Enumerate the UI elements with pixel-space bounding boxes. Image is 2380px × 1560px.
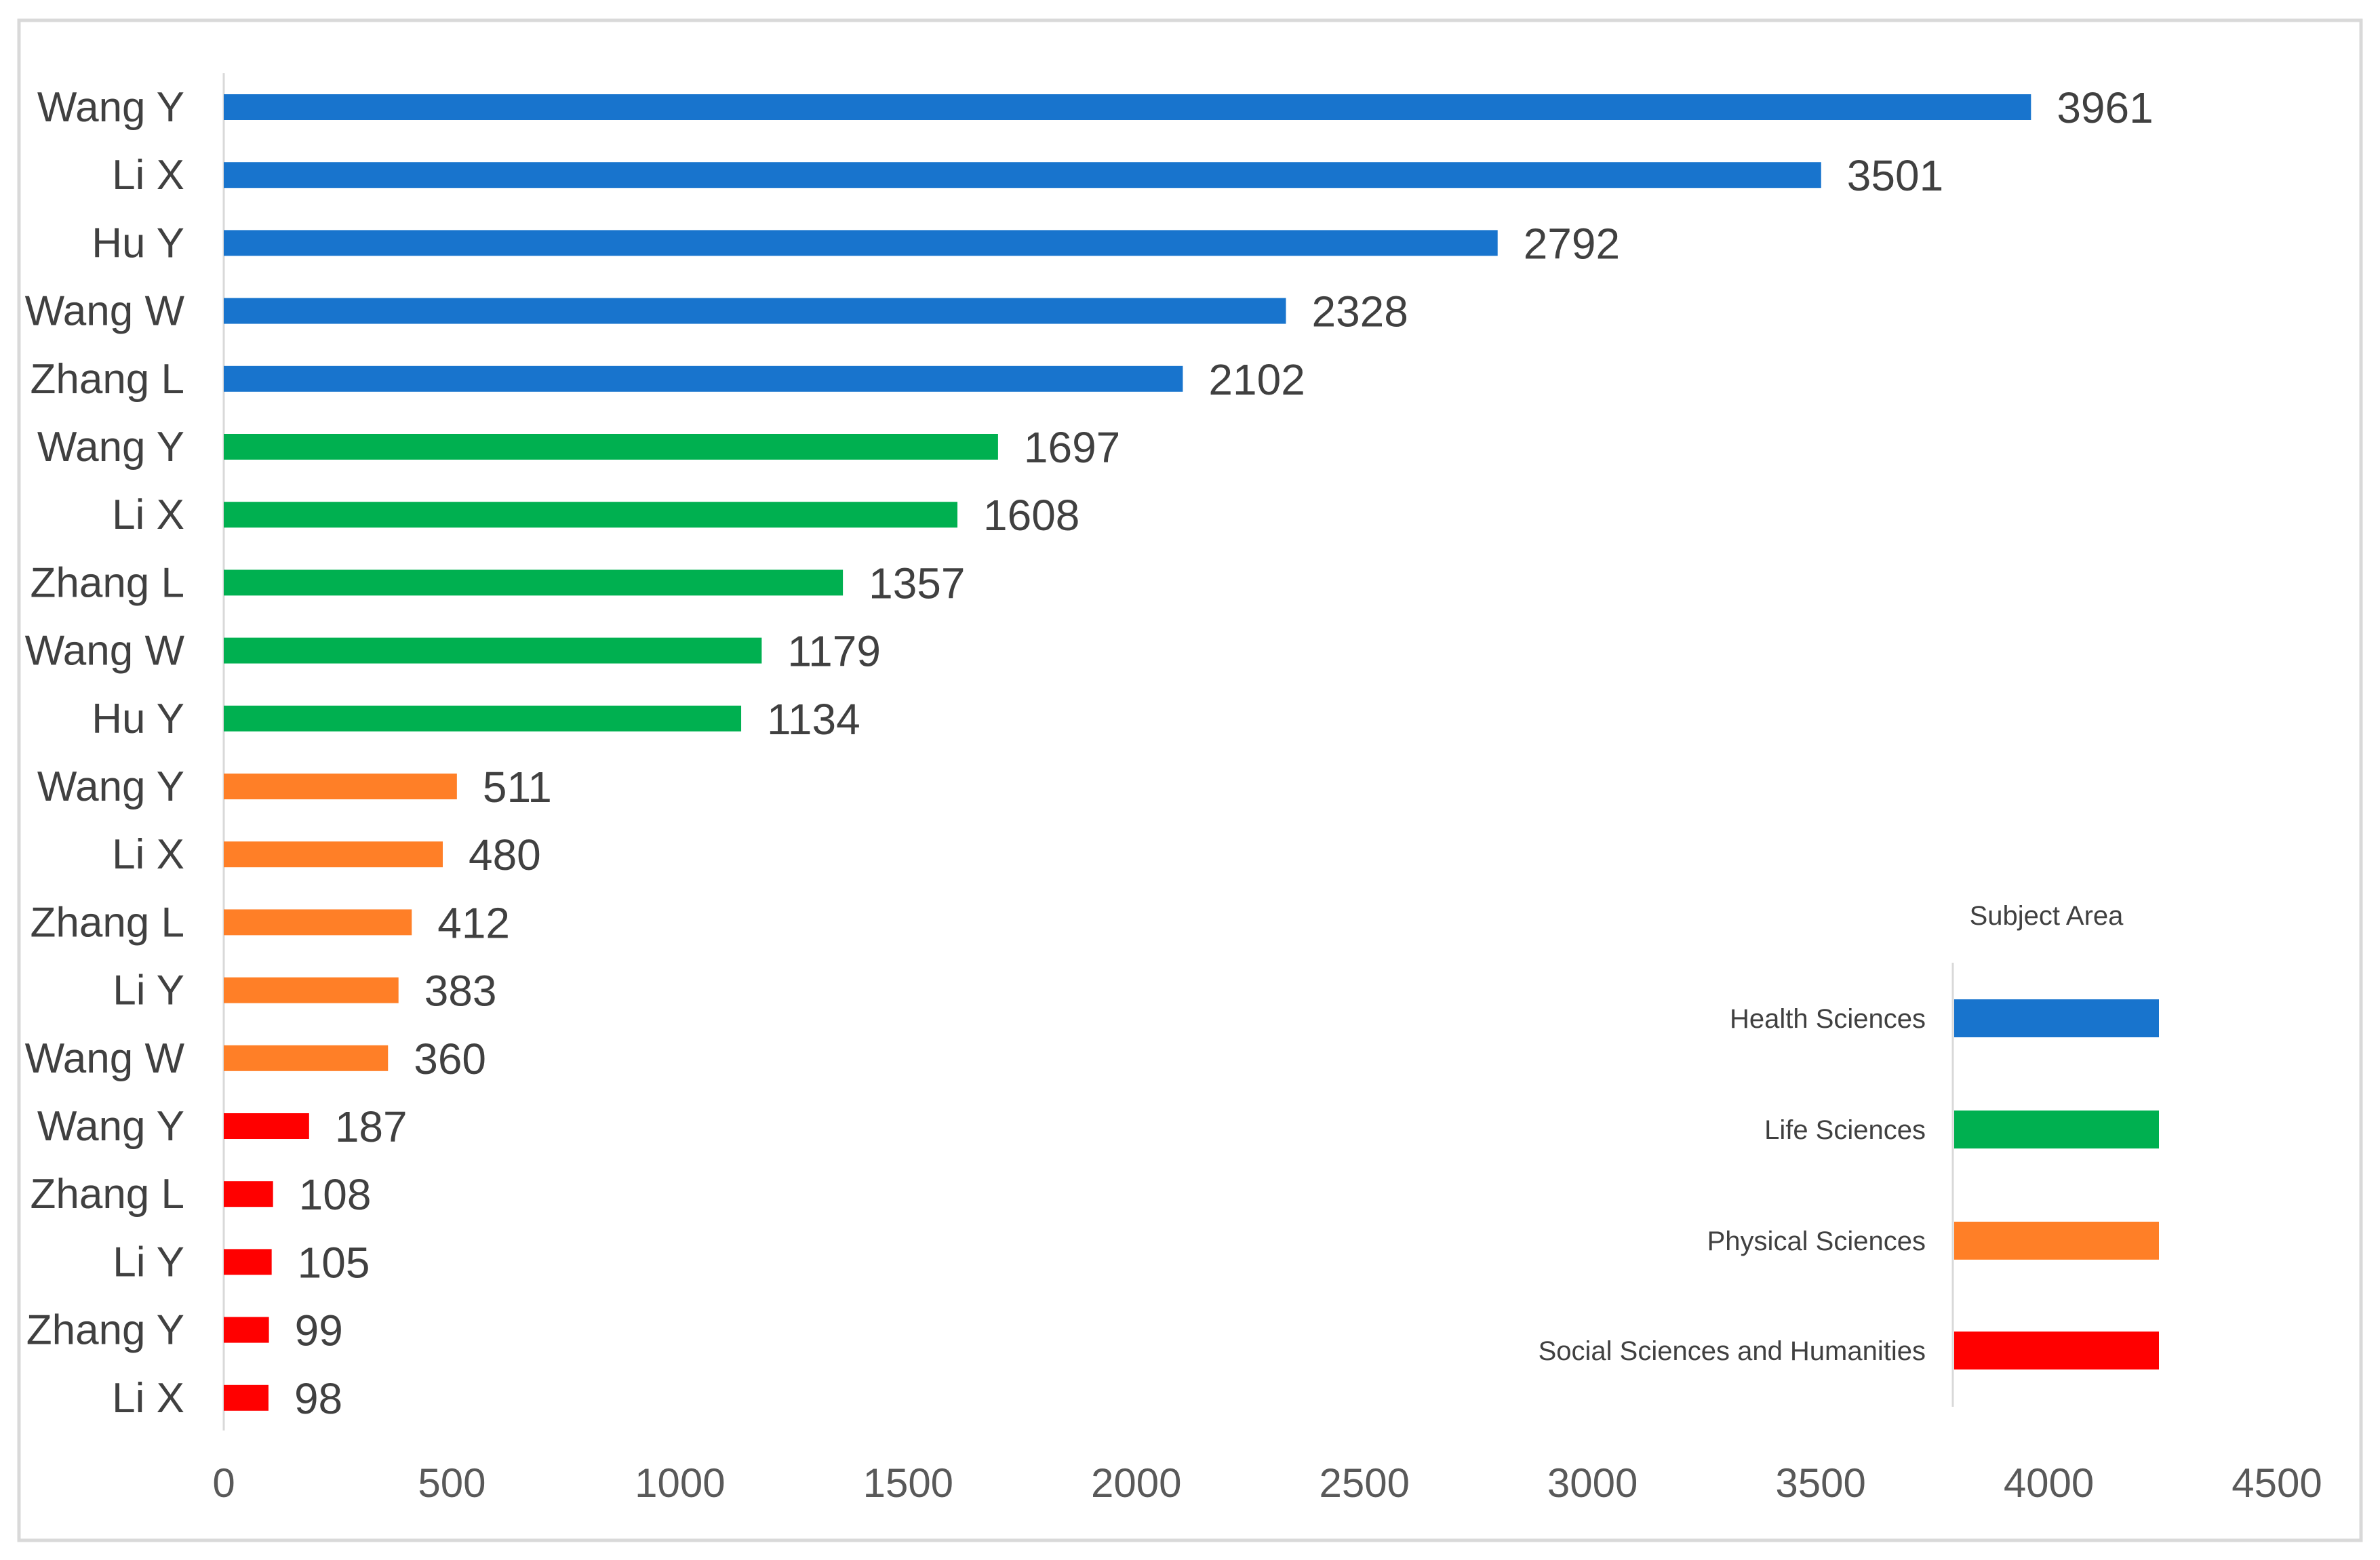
legend-swatch bbox=[1954, 999, 2159, 1037]
category-label: Wang Y bbox=[37, 84, 184, 131]
value-label: 99 bbox=[295, 1306, 343, 1355]
legend-swatch bbox=[1954, 1332, 2159, 1369]
x-tick-label: 2000 bbox=[1091, 1460, 1181, 1506]
value-label: 2792 bbox=[1524, 219, 1620, 268]
value-label: 412 bbox=[437, 898, 510, 947]
value-label: 2328 bbox=[1311, 287, 1408, 336]
category-label: Zhang L bbox=[30, 1171, 184, 1218]
category-label: Li Y bbox=[113, 1239, 184, 1285]
category-label: Hu Y bbox=[92, 696, 184, 742]
bar bbox=[224, 502, 958, 528]
value-label: 3961 bbox=[2057, 83, 2153, 132]
value-label: 360 bbox=[414, 1035, 486, 1083]
bar bbox=[224, 230, 1498, 256]
x-tick-label: 4000 bbox=[2004, 1460, 2094, 1506]
value-label: 187 bbox=[335, 1102, 408, 1151]
value-label: 1608 bbox=[983, 491, 1079, 540]
bar bbox=[224, 909, 412, 936]
category-label: Zhang L bbox=[30, 899, 184, 946]
bar bbox=[224, 977, 399, 1003]
value-label: 383 bbox=[424, 967, 497, 1016]
bar bbox=[224, 1317, 269, 1343]
category-label: Wang Y bbox=[37, 1103, 184, 1150]
value-label: 1179 bbox=[787, 627, 881, 676]
bar bbox=[224, 1113, 309, 1139]
legend-swatch bbox=[1954, 1111, 2159, 1148]
bar bbox=[224, 841, 443, 868]
category-label: Zhang Y bbox=[26, 1307, 184, 1354]
category-label: Li X bbox=[112, 152, 184, 199]
category-label: Li Y bbox=[113, 967, 184, 1014]
x-tick-label: 1000 bbox=[635, 1460, 725, 1506]
category-label: Wang Y bbox=[37, 763, 184, 810]
category-label: Wang Y bbox=[37, 424, 184, 471]
value-label: 1357 bbox=[869, 559, 965, 607]
category-label: Li X bbox=[112, 831, 184, 878]
value-label: 105 bbox=[298, 1238, 370, 1287]
category-label: Li X bbox=[112, 492, 184, 538]
bar bbox=[224, 365, 1183, 392]
bar bbox=[224, 774, 457, 799]
category-label: Zhang L bbox=[30, 356, 184, 403]
value-label: 511 bbox=[483, 763, 552, 812]
bar bbox=[224, 1045, 389, 1071]
bar bbox=[224, 1249, 272, 1275]
category-label: Hu Y bbox=[92, 220, 184, 266]
bar bbox=[224, 1181, 273, 1207]
bar bbox=[224, 637, 762, 664]
value-label: 108 bbox=[299, 1170, 372, 1219]
bar bbox=[224, 705, 742, 732]
x-tick-label: 4500 bbox=[2232, 1460, 2322, 1506]
value-label: 1134 bbox=[767, 695, 860, 744]
bar bbox=[224, 94, 2031, 120]
x-tick-label: 2500 bbox=[1319, 1460, 1409, 1506]
legend-entry-label: Social Sciences and Humanities bbox=[1539, 1336, 1926, 1366]
value-label: 3501 bbox=[1847, 151, 1943, 200]
category-label: Wang W bbox=[25, 288, 185, 335]
bar bbox=[224, 162, 1821, 188]
value-label: 1697 bbox=[1024, 423, 1120, 472]
legend-entry-label: Physical Sciences bbox=[1707, 1226, 1926, 1256]
bar bbox=[224, 298, 1286, 324]
x-tick-label: 1500 bbox=[863, 1460, 953, 1506]
value-label: 2102 bbox=[1208, 355, 1305, 404]
category-label: Wang W bbox=[25, 1035, 185, 1082]
bar bbox=[224, 1384, 269, 1411]
x-tick-label: 3500 bbox=[1775, 1460, 1865, 1506]
legend-entry-label: Life Sciences bbox=[1764, 1115, 1926, 1145]
x-tick-label: 3000 bbox=[1547, 1460, 1638, 1506]
bar bbox=[224, 569, 844, 596]
legend-entry-label: Health Sciences bbox=[1730, 1004, 1926, 1034]
plot-area: Wang Y 3961 Li X 3501 Hu Y 2792 Wang W 2328 Zhan… bbox=[25, 73, 2322, 1506]
category-label: Zhang L bbox=[30, 559, 184, 606]
value-label: 480 bbox=[469, 831, 541, 879]
legend: Subject Area Health Sciences Life Science… bbox=[1539, 901, 2159, 1407]
bar bbox=[224, 434, 998, 460]
legend-title: Subject Area bbox=[1970, 901, 2124, 931]
x-tick-label: 0 bbox=[212, 1460, 235, 1506]
legend-swatch bbox=[1954, 1222, 2159, 1260]
category-label: Li X bbox=[112, 1375, 184, 1422]
x-tick-label: 500 bbox=[418, 1460, 485, 1506]
value-label: 98 bbox=[294, 1374, 342, 1423]
category-label: Wang W bbox=[25, 628, 185, 675]
